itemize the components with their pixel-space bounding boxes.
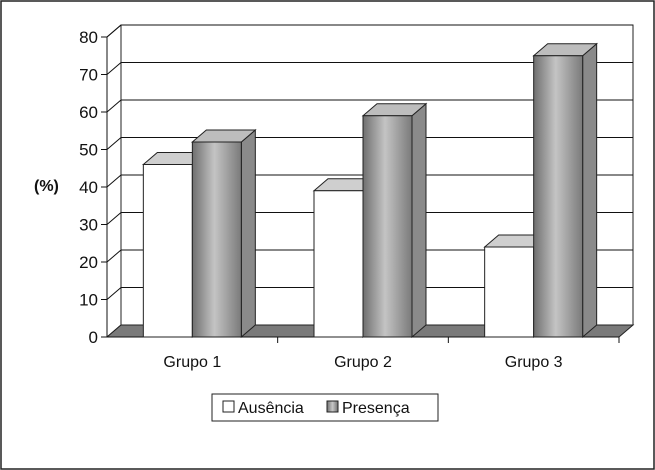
x-tick-label: Grupo 2: [334, 354, 392, 371]
bars: [141, 42, 599, 339]
y-tick-label: 30: [79, 216, 98, 235]
gridline: [106, 137, 633, 150]
gridline: [106, 249, 633, 263]
bar-presenca: [533, 55, 584, 338]
bar-side-presenca: [582, 42, 598, 339]
bar-ausencia: [142, 164, 193, 338]
gridline: [106, 287, 633, 300]
gridline: [106, 212, 633, 225]
x-tick-labels: Grupo 1 Grupo 2 Grupo 3: [163, 354, 562, 371]
y-tick-label: 10: [79, 291, 98, 310]
y-tick-label: 0: [89, 328, 98, 347]
bar-ausencia: [484, 246, 535, 338]
bar-presenca: [362, 115, 413, 338]
y-tick-label: 40: [79, 178, 98, 197]
bar-side-presenca: [240, 128, 256, 339]
y-axis-title: (%): [34, 178, 59, 195]
y-tick-label: 60: [79, 103, 98, 122]
legend-label-presenca: Presença: [342, 400, 410, 417]
gridline: [106, 174, 633, 188]
x-tick-label: Grupo 3: [505, 354, 563, 371]
legend-swatch-presenca: [326, 400, 339, 413]
y-tick-label: 50: [79, 141, 98, 160]
x-tick-label: Grupo 1: [163, 354, 221, 371]
legend-swatch-ausencia: [222, 400, 235, 413]
y-tick-label: 80: [79, 28, 98, 47]
gridline: [106, 99, 633, 113]
legend: Ausência Presença: [211, 393, 439, 422]
bar-side-presenca: [411, 102, 427, 339]
gridline: [106, 24, 633, 38]
y-tick-label: 70: [79, 66, 98, 85]
y-tick-label: 20: [79, 253, 98, 272]
y-tick-labels: 0 10 20 30 40 50 60 70 80: [79, 28, 98, 347]
legend-label-ausencia: Ausência: [238, 400, 304, 417]
gridline: [106, 62, 633, 75]
bar-presenca: [191, 141, 242, 338]
legend-box: [211, 393, 439, 422]
bar-ausencia: [313, 190, 364, 338]
